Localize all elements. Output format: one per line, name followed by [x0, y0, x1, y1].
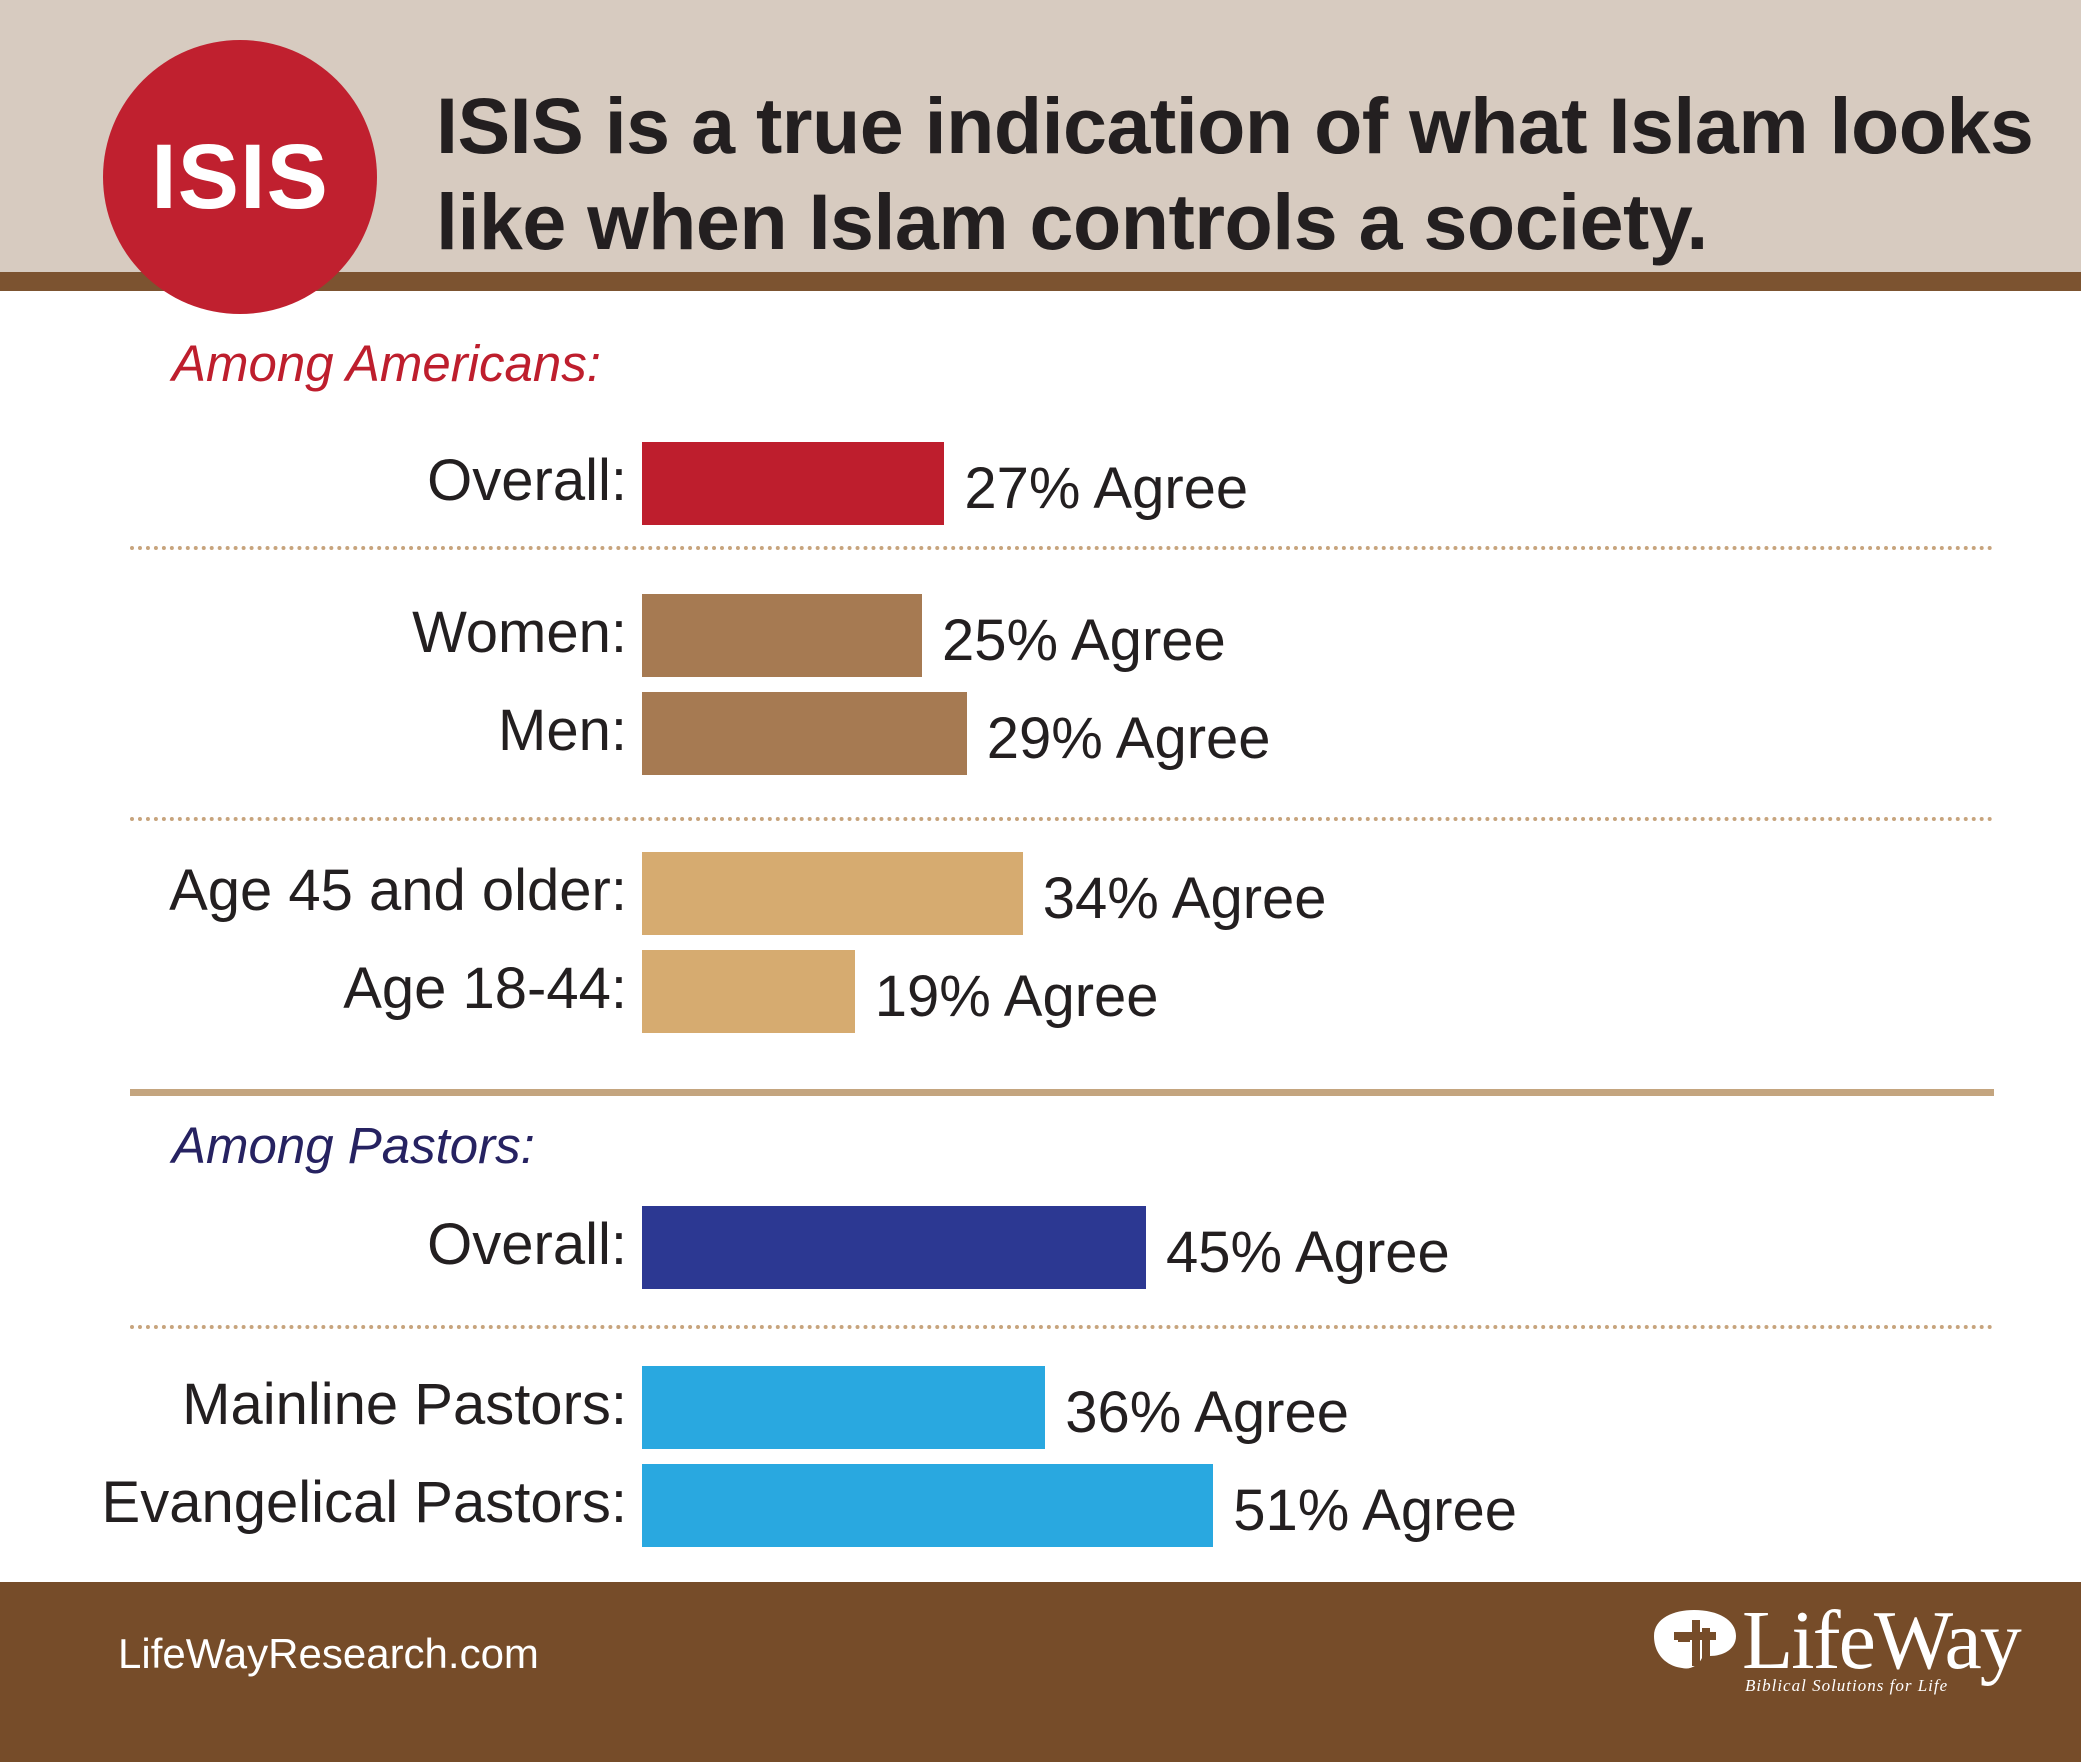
bar	[642, 692, 967, 775]
bar	[642, 852, 1023, 935]
lifeway-logo-tagline: Biblical Solutions for Life	[1745, 1676, 1949, 1695]
value-label: 27% Agree	[964, 456, 1249, 521]
isis-badge: ISIS	[103, 40, 377, 314]
value-label: 51% Agree	[1233, 1478, 1517, 1543]
value-label: 25% Agree	[942, 608, 1226, 673]
value-label: 19% Agree	[874, 964, 1159, 1029]
page-title: ISIS is a true indication of what Islam …	[436, 78, 2036, 270]
value-label: 29% Agree	[986, 706, 1271, 771]
dotted-separator	[130, 546, 1994, 550]
title-line-1: ISIS is a true indication of what Islam …	[436, 81, 2034, 170]
bar	[642, 594, 922, 677]
footer-band	[0, 1582, 2081, 1762]
row-label: Women:	[412, 600, 627, 665]
row-label: Men:	[498, 698, 627, 763]
website-label: LifeWayResearch.com	[118, 1630, 539, 1677]
row-label: Overall:	[427, 448, 627, 513]
row-label: Overall:	[427, 1212, 627, 1277]
badge-text: ISIS	[151, 125, 329, 228]
section-label: Among Pastors:	[172, 1117, 535, 1174]
bar	[642, 1366, 1046, 1449]
value-label: 45% Agree	[1166, 1220, 1450, 1285]
row-label: Age 45 and older:	[169, 858, 627, 923]
bar	[642, 1464, 1214, 1547]
bar	[642, 950, 855, 1033]
bar	[642, 442, 945, 525]
row-label: Evangelical Pastors:	[101, 1470, 627, 1535]
header-rule	[0, 272, 2081, 291]
dotted-separator	[130, 817, 1994, 821]
row-label: Age 18-44:	[343, 956, 627, 1021]
row-label: Mainline Pastors:	[182, 1372, 627, 1437]
value-label: 36% Agree	[1065, 1380, 1349, 1445]
value-label: 34% Agree	[1042, 866, 1327, 931]
bar	[642, 1206, 1146, 1289]
dotted-separator	[130, 1325, 1994, 1329]
title-line-2: like when Islam controls a society.	[436, 177, 1708, 266]
section-divider	[130, 1089, 1994, 1096]
lifeway-cross-icon	[1654, 1610, 1736, 1669]
lifeway-logo-name: LifeWay	[1742, 1594, 2022, 1687]
section-label: Among Americans:	[172, 335, 601, 392]
